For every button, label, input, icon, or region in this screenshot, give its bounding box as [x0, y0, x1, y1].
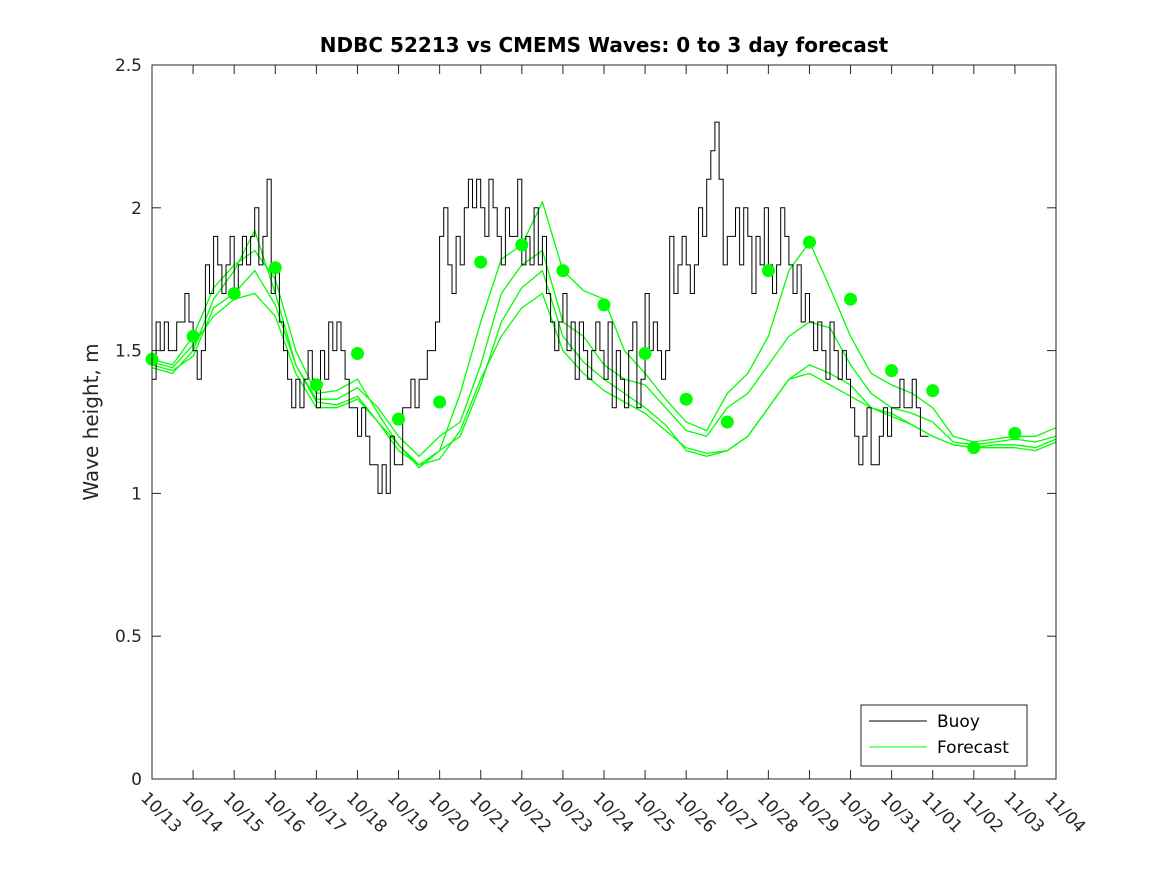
legend-label-buoy: Buoy [937, 712, 980, 732]
y-tick-label: 1 [131, 484, 142, 504]
legend-label-forecast: Forecast [937, 738, 1009, 758]
forecast-point [186, 329, 200, 343]
y-tick-label: 2.5 [115, 56, 142, 76]
y-tick-label: 2 [131, 199, 142, 219]
forecast-point [515, 238, 529, 252]
y-tick-label: 1.5 [115, 342, 142, 362]
forecast-series-line-4 [151, 292, 1057, 466]
buoy-series-line [152, 121, 929, 494]
forecast-point [926, 384, 940, 398]
forecast-point [844, 292, 857, 306]
y-tick-label: 0 [131, 770, 142, 790]
chart-title: NDBC 52213 vs CMEMS Waves: 0 to 3 day fo… [320, 33, 889, 57]
plot-area [145, 121, 1057, 494]
forecast-point [227, 287, 241, 300]
forecast-point [761, 264, 775, 278]
y-tick-label: 0.5 [115, 627, 142, 647]
forecast-point [556, 264, 570, 278]
forecast-point [351, 347, 364, 360]
forecast-point [679, 392, 693, 406]
forecast-point [433, 395, 447, 409]
legend-box [860, 704, 1028, 767]
forecast-point [885, 364, 899, 378]
forecast-point [597, 298, 611, 312]
forecast-point [720, 415, 734, 429]
forecast-point [268, 261, 282, 275]
forecast-point [803, 235, 816, 249]
forecast-point [474, 255, 488, 269]
forecast-point [392, 412, 405, 426]
legend: Buoy Forecast [860, 704, 1028, 767]
y-axis-label: Wave height, m [79, 343, 103, 500]
forecast-point [967, 441, 981, 455]
forecast-point [1008, 426, 1022, 440]
forecast-point [309, 378, 323, 392]
forecast-point [638, 347, 652, 360]
